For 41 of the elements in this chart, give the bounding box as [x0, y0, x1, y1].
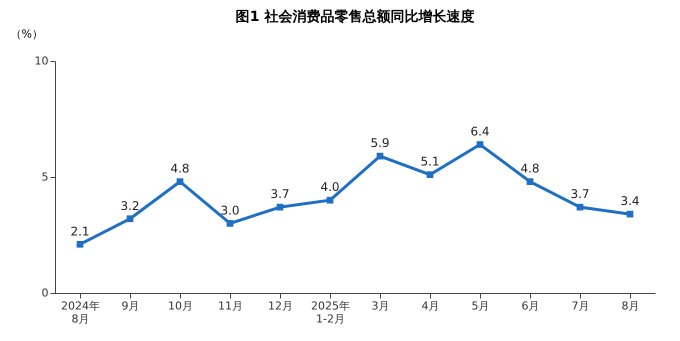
- x-tick-label: 12月: [268, 300, 293, 312]
- data-label: 3.0: [220, 203, 240, 218]
- x-tick-label: 2025年 1-2月: [311, 300, 350, 326]
- data-label: 3.7: [570, 187, 590, 202]
- point: [526, 178, 534, 185]
- data-label: 5.9: [370, 136, 390, 150]
- y-tick-label: 10: [34, 54, 48, 68]
- x-tick-label: 11月: [218, 300, 243, 312]
- data-label: 6.4: [470, 124, 490, 139]
- data-label: 2.1: [70, 224, 90, 238]
- point: [376, 152, 384, 160]
- x-tick-label: 6月: [522, 300, 540, 312]
- point: [426, 171, 434, 178]
- point: [126, 215, 134, 222]
- point: [276, 204, 284, 211]
- point: [326, 196, 334, 204]
- x-tick-label: 2024年 8月: [61, 300, 100, 326]
- x-tick-label: 3月: [372, 300, 390, 312]
- y-tick-label: 0: [42, 286, 48, 300]
- data-label: 5.1: [420, 154, 440, 169]
- point: [626, 210, 634, 218]
- point: [76, 240, 84, 248]
- y-tick-label: 5: [42, 170, 48, 184]
- chart-title: 图1 社会消费品零售总额同比增长速度: [236, 8, 474, 25]
- y-axis-title: （%）: [10, 28, 43, 40]
- x-tick-label: 9月: [122, 300, 140, 312]
- data-label: 4.8: [520, 162, 540, 176]
- data-label: 3.2: [120, 198, 140, 213]
- data-label: 3.4: [620, 194, 640, 208]
- data-label: 4.8: [170, 162, 190, 176]
- data-label: 4.0: [320, 180, 340, 194]
- point: [476, 141, 484, 148]
- x-tick-label: 5月: [472, 300, 490, 312]
- point: [576, 204, 584, 211]
- x-tick-label: 4月: [422, 300, 440, 312]
- point: [176, 178, 184, 185]
- point: [226, 220, 234, 227]
- x-tick-label: 10月: [168, 300, 193, 312]
- x-tick-label: 7月: [572, 300, 590, 312]
- data-label: 3.7: [270, 187, 290, 202]
- x-tick-label: 8月: [622, 300, 640, 312]
